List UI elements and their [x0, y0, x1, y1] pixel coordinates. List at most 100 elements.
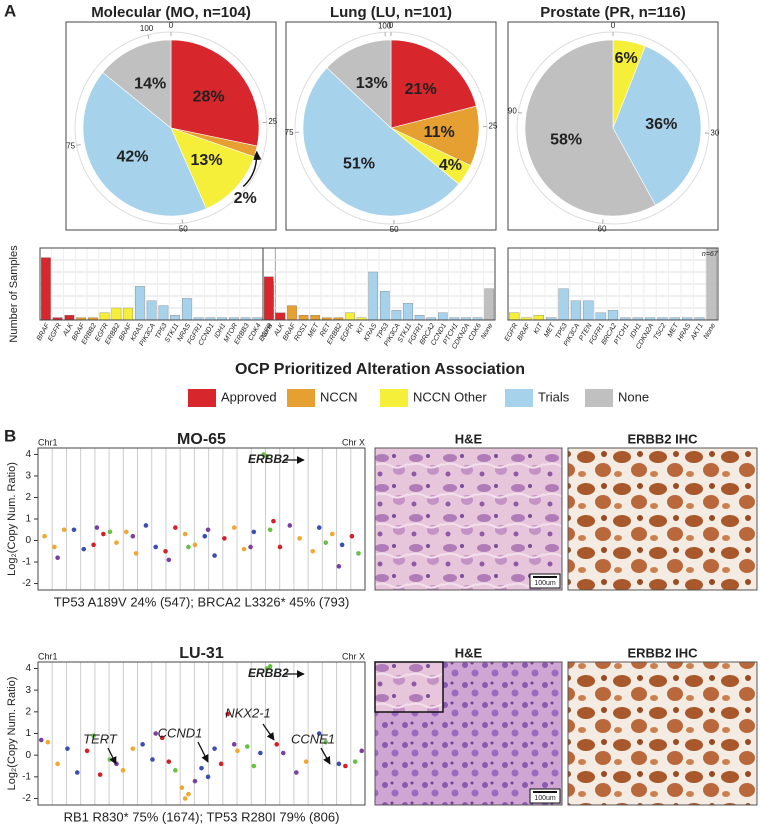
bar: [694, 317, 705, 320]
x-tick-label: KIT: [355, 322, 367, 336]
bar: [287, 305, 297, 320]
legend-label: NCCN: [320, 389, 358, 404]
point: [173, 525, 178, 530]
bar: [64, 315, 75, 320]
chr-label: Chr X: [342, 651, 365, 661]
bar: [414, 315, 425, 320]
y-axis-label: Log₂(Copy Num. Ratio): [6, 462, 18, 576]
point: [264, 454, 270, 459]
caption: TP53 A189V 24% (547); BRCA2 L3326* 45% (…: [54, 594, 350, 609]
pie-slice: [390, 39, 477, 129]
point: [130, 533, 136, 539]
point: [316, 525, 322, 530]
point: [71, 527, 77, 533]
point: [231, 742, 237, 747]
pie-frame: [65, 21, 277, 231]
legend-label: None: [618, 389, 649, 404]
pie-slice: [82, 72, 207, 217]
annotation-arrow: [262, 723, 275, 741]
pie-slice: [524, 39, 656, 217]
bar: [570, 300, 582, 320]
point: [205, 774, 211, 780]
point: [352, 759, 358, 764]
slice-label: 4%: [439, 157, 462, 174]
bar: [123, 307, 133, 320]
bar: [182, 298, 192, 320]
point: [143, 523, 149, 528]
bar: [391, 310, 402, 320]
point: [336, 761, 342, 767]
legend-label: Trials: [538, 389, 570, 404]
point: [159, 735, 165, 741]
bar: [252, 317, 263, 320]
slice-label: 13%: [356, 75, 388, 92]
image-title: ERBB2 IHC: [627, 645, 698, 660]
bar: [533, 315, 544, 320]
bar: [146, 300, 157, 320]
point: [97, 772, 103, 777]
point: [38, 737, 44, 743]
point: [316, 731, 322, 736]
point: [251, 529, 257, 535]
bar: [449, 317, 460, 320]
slice-label: 2%: [234, 190, 257, 207]
point: [222, 536, 227, 541]
legend-swatch: [188, 389, 216, 407]
chr-label: Chr1: [38, 651, 58, 661]
y-tick-label: 0: [25, 535, 31, 546]
annotation-arrow: [320, 747, 331, 765]
bar: [229, 317, 239, 320]
point: [123, 529, 129, 535]
caption: RB1 R830* 75% (1674); TP53 R280I 79% (80…: [64, 809, 340, 824]
point: [218, 761, 224, 767]
point: [248, 544, 253, 550]
point: [192, 778, 198, 784]
legend-title: OCP Prioritized Alteration Association: [235, 361, 525, 378]
slice-label: 14%: [134, 76, 166, 93]
y-tick-label: -1: [22, 557, 31, 568]
pie-slice: [612, 45, 702, 206]
ring-tick-label: 0: [169, 21, 174, 30]
legend-swatch: [287, 389, 315, 407]
plot-title: MO-65: [177, 431, 226, 448]
histology-image: [567, 661, 758, 806]
point: [130, 746, 136, 751]
bar: [76, 317, 86, 320]
histology-image: [567, 447, 758, 591]
bar: [472, 317, 483, 320]
bar: [521, 317, 532, 320]
point: [101, 531, 106, 537]
bar: [632, 317, 643, 320]
x-tick-label: KIT: [533, 322, 545, 336]
pie-frame: [507, 21, 719, 231]
bar: [403, 303, 413, 320]
ring-tick-label: 50: [179, 224, 188, 233]
legend-label: Approved: [221, 389, 277, 404]
ring-tick-label: 75: [285, 128, 294, 137]
point: [107, 529, 113, 535]
bar: [322, 317, 332, 320]
slice-label: 42%: [116, 149, 148, 166]
inset-image: [374, 661, 444, 713]
point: [267, 664, 273, 669]
x-tick-label: AKT1: [689, 322, 704, 342]
bar: [484, 288, 494, 320]
bar: [669, 317, 680, 320]
point: [84, 748, 90, 754]
bar: [170, 315, 180, 320]
point: [225, 711, 230, 717]
slice-label: 28%: [193, 89, 225, 106]
point: [150, 757, 155, 762]
bar: [356, 317, 367, 320]
image-title: H&E: [455, 431, 483, 446]
point: [107, 757, 113, 762]
y-tick-label: 1: [25, 514, 31, 525]
pie-title: Molecular (MO, n=104): [91, 4, 251, 21]
bar: [275, 312, 286, 320]
point: [199, 765, 204, 771]
panel-label: B: [4, 426, 16, 445]
bar: [264, 276, 274, 320]
point: [182, 531, 188, 537]
gene-annotation: NKX2-1: [225, 705, 271, 720]
